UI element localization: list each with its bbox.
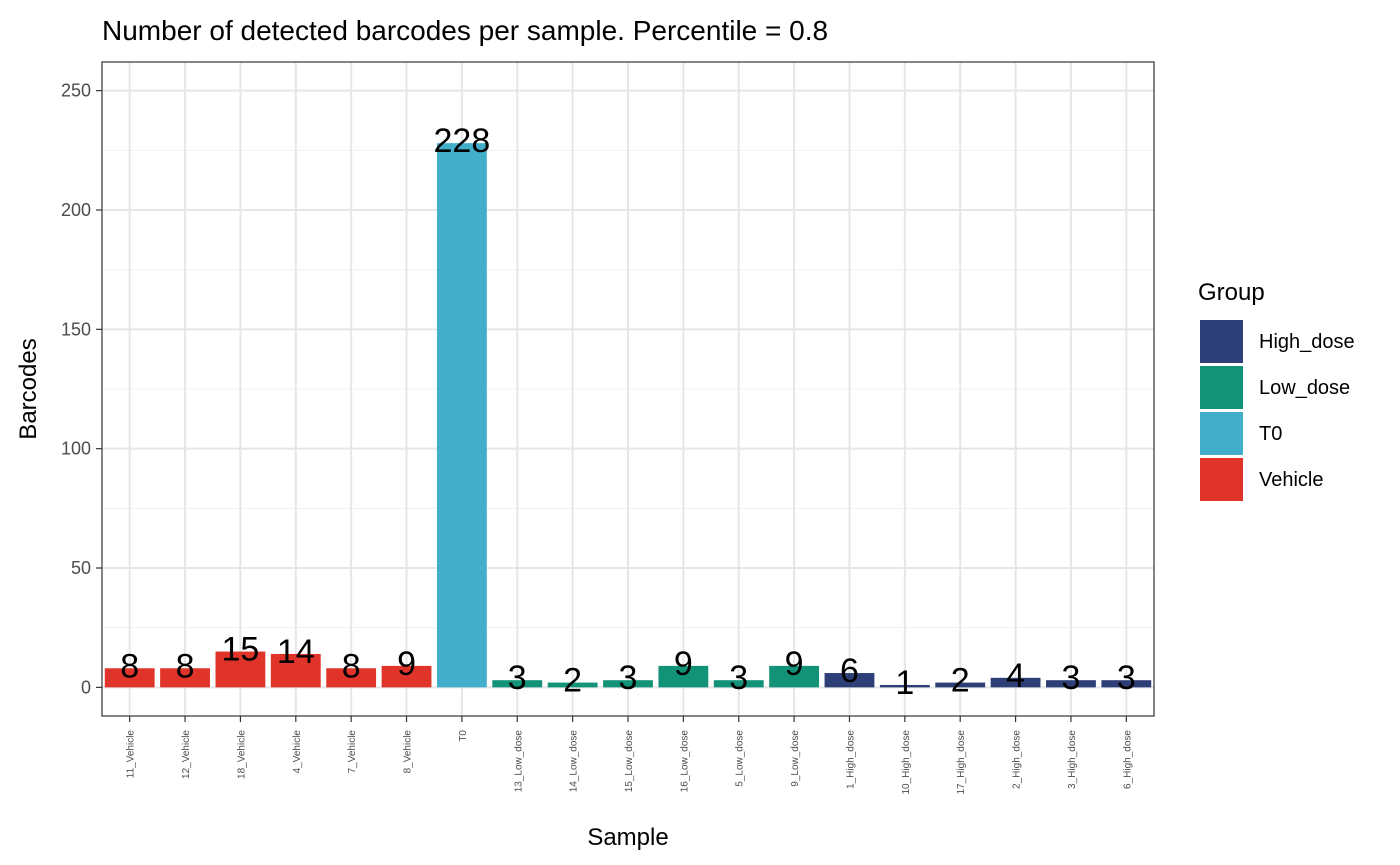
bar — [160, 668, 210, 688]
bar-value-label: 228 — [434, 122, 491, 160]
bar — [270, 653, 321, 688]
x-tick-label: 17_High_dose — [956, 730, 967, 795]
bar-value-label: 9 — [397, 645, 416, 683]
bar — [769, 665, 820, 688]
y-tick-label: 50 — [71, 558, 91, 578]
x-tick-label: 14_Low_dose — [569, 730, 580, 793]
x-tick-label: 16_Low_dose — [679, 730, 690, 793]
x-tick-label: 7_Vehicle — [347, 730, 358, 774]
bar-value-label: 3 — [729, 659, 748, 697]
bar — [1046, 680, 1096, 688]
bar-value-label: 14 — [277, 633, 315, 671]
legend-title: Group — [1198, 279, 1265, 306]
y-tick-label: 150 — [61, 319, 91, 339]
x-tick-label: 3_High_dose — [1067, 730, 1078, 789]
legend-key — [1200, 320, 1243, 363]
bar — [1101, 680, 1152, 688]
y-axis-title: Barcodes — [15, 338, 42, 439]
legend-key — [1200, 366, 1243, 409]
bar — [824, 673, 875, 688]
x-tick-label: 13_Low_dose — [513, 730, 524, 793]
x-tick-label: 5_Low_dose — [735, 730, 746, 787]
bar — [935, 682, 986, 688]
bar — [381, 665, 432, 688]
bar — [713, 680, 764, 688]
x-axis: 11_Vehicle 12_Vehicle 18_Vehicle 4_Vehicle 7… — [126, 716, 1133, 795]
bar-value-label: 3 — [1061, 659, 1080, 697]
x-tick-label: 18_Vehicle — [236, 730, 247, 779]
x-axis-title: Sample — [587, 824, 668, 851]
bar-value-label: 3 — [619, 659, 638, 697]
x-tick-label: 1_High_dose — [845, 730, 856, 789]
bar-value-label: 9 — [785, 645, 804, 683]
legend: Group High_dose Low_dose T0 Vehicle — [1198, 279, 1355, 501]
bar-value-label: 3 — [508, 659, 527, 697]
legend-key — [1200, 458, 1243, 501]
x-tick-label: 9_Low_dose — [790, 730, 801, 787]
bar-value-label: 3 — [1117, 659, 1136, 697]
bar — [658, 665, 709, 688]
bar-value-label: 15 — [222, 631, 260, 669]
y-tick-label: 0 — [81, 677, 91, 697]
bar-value-label: 6 — [840, 652, 859, 690]
bar — [436, 143, 487, 688]
legend-label: T0 — [1259, 423, 1282, 445]
bar — [104, 668, 155, 688]
bar — [879, 684, 930, 688]
y-tick-label: 200 — [61, 200, 91, 220]
bar-value-label: 2 — [563, 662, 582, 700]
x-tick-label: 10_High_dose — [901, 730, 912, 795]
bar — [603, 680, 653, 688]
legend-key — [1200, 412, 1243, 455]
x-tick-label: 12_Vehicle — [181, 730, 192, 779]
major-gridlines — [102, 62, 1154, 716]
x-tick-label: 2_High_dose — [1012, 730, 1023, 789]
bar — [547, 682, 598, 688]
y-tick-label: 250 — [61, 81, 91, 101]
bar — [215, 651, 266, 688]
bar-value-label: 8 — [120, 647, 139, 685]
x-tick-label: 11_Vehicle — [126, 730, 137, 779]
x-tick-label: 15_Low_dose — [624, 730, 635, 793]
bars — [104, 143, 1152, 688]
bar-value-label: 9 — [674, 645, 693, 683]
chart-title: Number of detected barcodes per sample. … — [102, 15, 828, 46]
bar — [492, 680, 543, 688]
legend-label: Low_dose — [1259, 377, 1350, 399]
legend-label: High_dose — [1259, 331, 1355, 353]
y-tick-label: 100 — [61, 439, 91, 459]
bar-value-label: 1 — [895, 664, 914, 702]
x-tick-label: 4_Vehicle — [292, 730, 303, 774]
y-axis: 0 50 100 150 200 250 — [61, 81, 102, 697]
x-tick-label: 6_High_dose — [1122, 730, 1133, 789]
bar-value-label: 4 — [1006, 657, 1025, 695]
x-tick-label: T0 — [458, 730, 469, 742]
bar-value-label: 2 — [951, 662, 970, 700]
bar-value-label: 8 — [176, 647, 195, 685]
legend-label: Vehicle — [1259, 469, 1324, 491]
bar — [326, 668, 377, 688]
x-tick-label: 8_Vehicle — [403, 730, 414, 774]
bar-value-label: 8 — [342, 647, 361, 685]
bar — [990, 677, 1041, 688]
